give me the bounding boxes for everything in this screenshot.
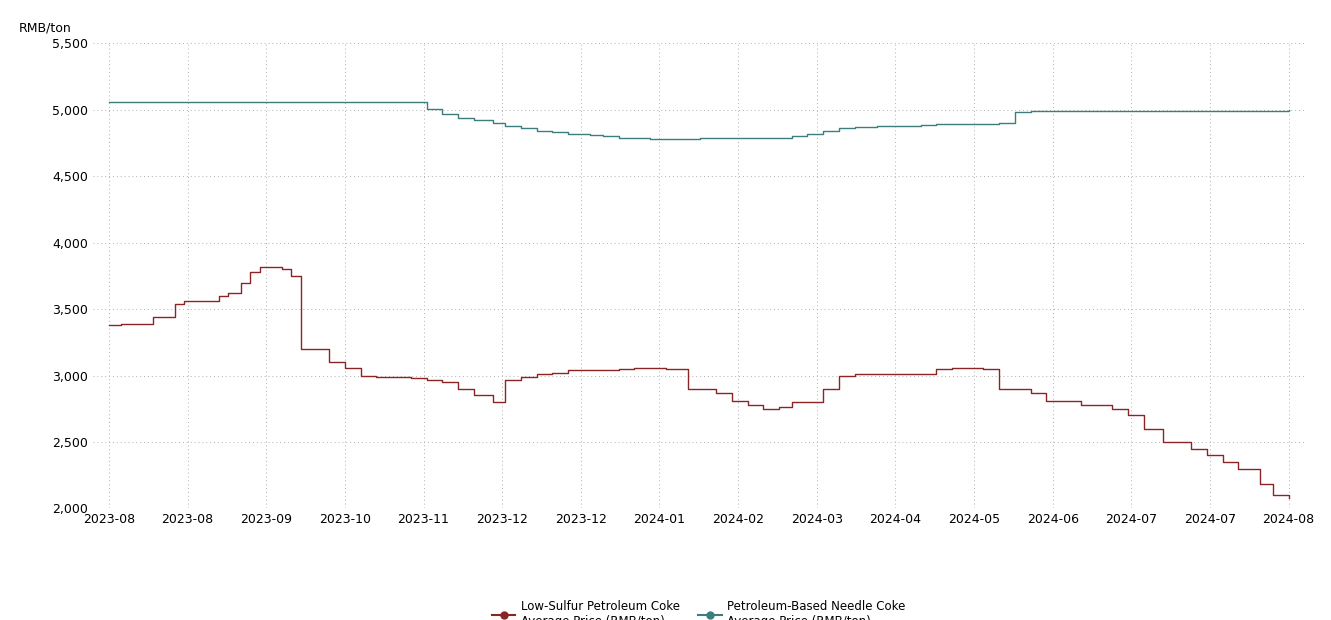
Legend: Low-Sulfur Petroleum Coke
Average Price (RMB/ton), Petroleum-Based Needle Coke
A: Low-Sulfur Petroleum Coke Average Price … bbox=[487, 595, 910, 620]
Y-axis label: RMB/ton: RMB/ton bbox=[19, 21, 71, 34]
